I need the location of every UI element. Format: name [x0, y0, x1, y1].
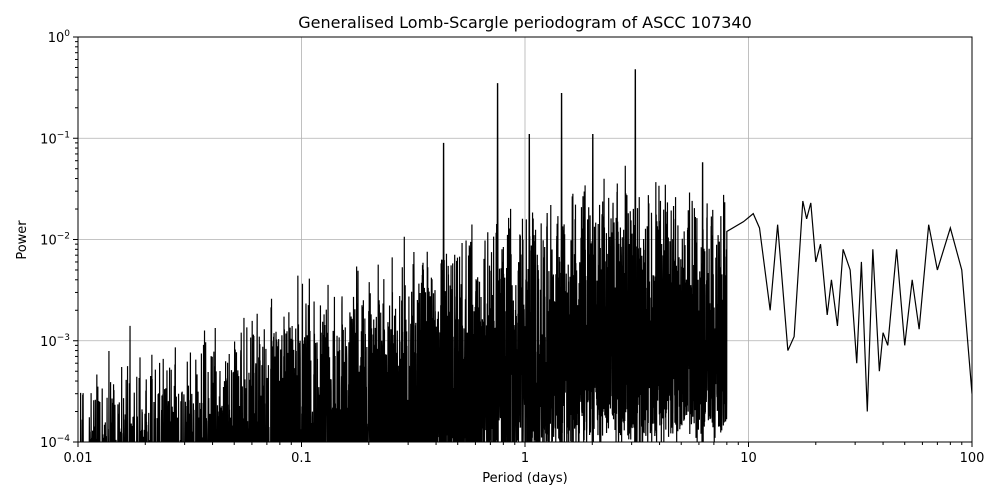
x-axis-label: Period (days): [482, 471, 568, 486]
y-axis-label: Power: [15, 220, 30, 260]
chart-title: Generalised Lomb-Scargle periodogram of …: [298, 13, 752, 32]
svg-text:10−4: 10−4: [40, 434, 70, 451]
svg-text:1: 1: [521, 451, 529, 466]
y-axis: 10−4 10−3 10−2 10−1 100: [40, 29, 78, 451]
svg-text:10: 10: [740, 451, 757, 466]
x-axis: 0.01 0.1 1 10 100: [64, 442, 985, 466]
svg-text:100: 100: [48, 29, 71, 46]
svg-text:10−1: 10−1: [40, 130, 70, 147]
svg-text:10−2: 10−2: [40, 232, 70, 249]
svg-text:10−3: 10−3: [40, 333, 70, 350]
svg-text:0.01: 0.01: [64, 451, 93, 466]
svg-text:100: 100: [960, 451, 985, 466]
periodogram-line: [79, 69, 972, 442]
svg-text:0.1: 0.1: [291, 451, 312, 466]
